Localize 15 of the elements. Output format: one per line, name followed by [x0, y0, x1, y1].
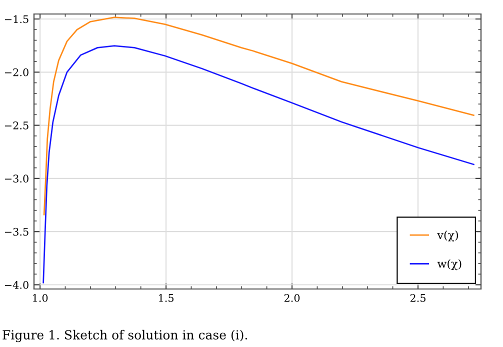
- x-tick-label: 1.5: [159, 294, 174, 302]
- y-tick-label: −2.5: [4, 122, 28, 130]
- legend-label: v(χ): [437, 230, 458, 242]
- y-tick-label: −3.5: [4, 228, 28, 236]
- caption: Figure 1. Sketch of solution in case (i).: [2, 330, 248, 342]
- x-tick-label: 2.0: [284, 294, 300, 302]
- legend-label: w(χ): [437, 259, 462, 270]
- x-tick-label: 1.0: [33, 294, 48, 302]
- y-tick-label: −3.0: [4, 174, 28, 183]
- line-series: [42, 45, 474, 284]
- y-tick-label: −1.5: [4, 15, 28, 24]
- x-tick-label: 2.5: [410, 294, 426, 302]
- y-tick-label: −2.0: [4, 68, 28, 76]
- y-tick-label: −4.0: [4, 280, 28, 289]
- line-series: [43, 16, 474, 216]
